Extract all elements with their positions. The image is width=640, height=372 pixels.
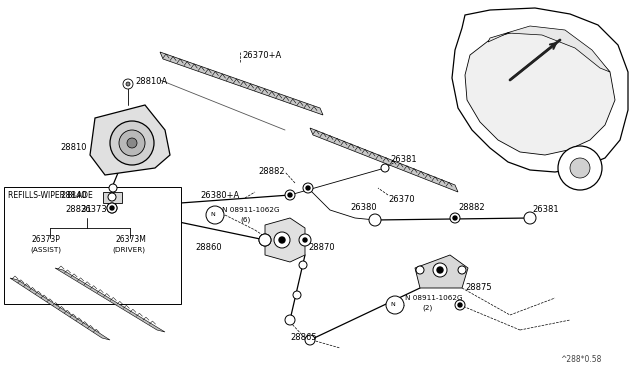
Circle shape <box>369 214 381 226</box>
Text: (2): (2) <box>422 305 432 311</box>
Circle shape <box>119 130 145 156</box>
Polygon shape <box>103 192 122 203</box>
Text: 26373: 26373 <box>80 205 107 215</box>
Polygon shape <box>415 255 468 288</box>
Circle shape <box>455 300 465 310</box>
Circle shape <box>110 121 154 165</box>
Circle shape <box>126 82 130 86</box>
Text: ^288*0.58: ^288*0.58 <box>560 356 602 365</box>
Text: (DRIVER): (DRIVER) <box>112 247 145 253</box>
Circle shape <box>293 291 301 299</box>
Circle shape <box>433 263 447 277</box>
Text: 28831: 28831 <box>65 205 92 215</box>
Text: 26381: 26381 <box>532 205 559 215</box>
Polygon shape <box>160 52 323 115</box>
Circle shape <box>303 238 307 242</box>
Circle shape <box>437 267 443 273</box>
Text: 28810: 28810 <box>60 144 86 153</box>
Text: 26373M: 26373M <box>115 235 146 244</box>
Circle shape <box>299 261 307 269</box>
Text: 28865: 28865 <box>290 334 317 343</box>
Circle shape <box>108 193 116 201</box>
Circle shape <box>458 303 462 307</box>
Text: (ASSIST): (ASSIST) <box>30 247 61 253</box>
Text: 26370: 26370 <box>388 196 415 205</box>
Circle shape <box>285 315 295 325</box>
Text: N: N <box>390 302 396 308</box>
Text: 26381: 26381 <box>390 155 417 164</box>
Text: 28840: 28840 <box>60 190 86 199</box>
FancyBboxPatch shape <box>4 187 181 304</box>
Text: 28870: 28870 <box>308 244 335 253</box>
Circle shape <box>450 213 460 223</box>
Circle shape <box>288 193 292 197</box>
Circle shape <box>279 237 285 243</box>
Circle shape <box>416 266 424 274</box>
Circle shape <box>107 203 117 213</box>
Text: 28882: 28882 <box>458 203 484 212</box>
Polygon shape <box>265 218 305 262</box>
Polygon shape <box>452 8 628 172</box>
Text: 28860: 28860 <box>195 244 221 253</box>
Circle shape <box>274 232 290 248</box>
Polygon shape <box>465 28 615 155</box>
Text: N 08911-1062G: N 08911-1062G <box>405 295 463 301</box>
Circle shape <box>127 138 137 148</box>
Circle shape <box>206 206 224 224</box>
Text: 28875: 28875 <box>465 283 492 292</box>
Text: 26380+A: 26380+A <box>200 192 239 201</box>
Circle shape <box>299 234 311 246</box>
Circle shape <box>458 266 466 274</box>
Circle shape <box>259 234 271 246</box>
Text: N 08911-1062G: N 08911-1062G <box>222 207 280 213</box>
Polygon shape <box>310 128 458 192</box>
Polygon shape <box>90 105 170 175</box>
Text: 26373P: 26373P <box>32 235 61 244</box>
Circle shape <box>381 164 389 172</box>
Circle shape <box>570 158 590 178</box>
Text: 28882: 28882 <box>258 167 285 176</box>
Circle shape <box>123 79 133 89</box>
Polygon shape <box>10 278 110 340</box>
Circle shape <box>524 212 536 224</box>
Circle shape <box>386 296 404 314</box>
Text: 26370+A: 26370+A <box>242 51 281 60</box>
Text: 28810A: 28810A <box>135 77 167 87</box>
Circle shape <box>285 190 295 200</box>
Circle shape <box>109 184 117 192</box>
Text: N: N <box>211 212 216 218</box>
Text: REFILLS-WIPER BLADE: REFILLS-WIPER BLADE <box>8 192 93 201</box>
Circle shape <box>306 186 310 190</box>
Text: 26380: 26380 <box>350 203 376 212</box>
Polygon shape <box>488 26 610 72</box>
Circle shape <box>107 203 117 213</box>
Circle shape <box>558 146 602 190</box>
Circle shape <box>305 335 315 345</box>
Circle shape <box>303 183 313 193</box>
Circle shape <box>453 216 457 220</box>
Polygon shape <box>55 268 165 332</box>
Circle shape <box>259 234 271 246</box>
Circle shape <box>110 206 114 210</box>
Text: (6): (6) <box>240 217 250 223</box>
